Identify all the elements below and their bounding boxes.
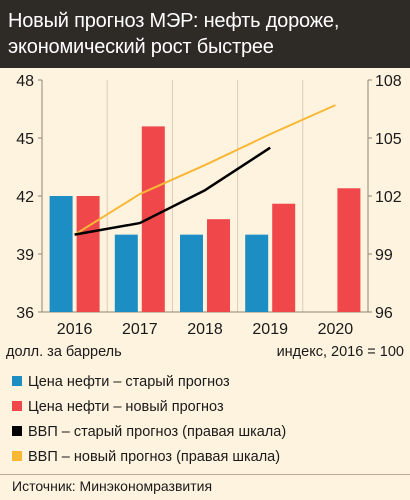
x-tick-label: 2018: [187, 321, 223, 338]
legend-swatch-old-gdp: [12, 426, 22, 436]
left-tick-label: 45: [16, 131, 34, 148]
chart-header: Новый прогноз МЭР: нефть дороже, экономи…: [0, 0, 410, 68]
source-divider: [0, 474, 410, 475]
legend-swatch-new-gdp: [12, 451, 22, 461]
right-tick-label: 96: [375, 305, 393, 322]
right-tick-label: 108: [375, 73, 402, 90]
left-axis-unit-label: долл. за баррель: [6, 344, 122, 360]
legend-label: Цена нефти – старый прогноз: [28, 374, 230, 390]
legend-label: ВВП – старый прогноз (правая шкала): [28, 424, 287, 440]
line-gdp-old-forecast: [74, 146, 271, 236]
legend: Цена нефти – старый прогноз Цена нефти –…: [8, 372, 408, 472]
legend-label: ВВП – новый прогноз (правая шкала): [28, 449, 281, 465]
left-tick-label: 39: [16, 247, 34, 264]
legend-item-new-oil: Цена нефти – новый прогноз: [8, 397, 408, 422]
right-tick-label: 99: [375, 247, 393, 264]
legend-item-old-gdp: ВВП – старый прогноз (правая шкала): [8, 422, 408, 447]
x-tick-label: 2017: [122, 321, 158, 338]
left-tick-label: 36: [16, 305, 34, 322]
source-note: Источник: Минэкономразвития: [12, 478, 213, 494]
x-tick-label: 2020: [318, 321, 354, 338]
chart-title: Новый прогноз МЭР: нефть дороже, экономи…: [8, 10, 340, 58]
x-tick-label: 2016: [57, 321, 93, 338]
bar-new-forecast: [76, 196, 100, 312]
right-tick-label: 105: [375, 131, 402, 148]
chart-svg: 48 45 42 39 36 108 105 102 99 96 2016 2017 2018 2019 2…: [6, 73, 404, 360]
bar-new-forecast: [337, 188, 361, 312]
left-tick-label: 48: [16, 73, 34, 90]
bar-old-forecast: [49, 196, 73, 312]
bar-old-forecast: [245, 234, 269, 312]
legend-label: Цена нефти – новый прогноз: [28, 399, 224, 415]
legend-swatch-new-oil: [12, 401, 22, 411]
bar-old-forecast: [180, 234, 203, 312]
x-tick-label: 2019: [252, 321, 288, 338]
legend-item-new-gdp: ВВП – новый прогноз (правая шкала): [8, 447, 408, 472]
right-axis-unit-label: индекс, 2016 = 100: [277, 344, 404, 360]
chart-area: 48 45 42 39 36 108 105 102 99 96 2016 2017 2018 2019 2…: [0, 68, 410, 368]
bar-new-forecast: [207, 219, 230, 312]
bar-old-forecast: [114, 234, 138, 312]
left-tick-label: 42: [16, 189, 34, 206]
right-tick-label: 102: [375, 189, 402, 206]
line-gdp-new-forecast: [74, 104, 336, 236]
bar-new-forecast: [141, 126, 165, 313]
bar-new-forecast: [272, 203, 296, 312]
legend-swatch-old-oil: [12, 376, 22, 386]
legend-item-old-oil: Цена нефти – старый прогноз: [8, 372, 408, 397]
